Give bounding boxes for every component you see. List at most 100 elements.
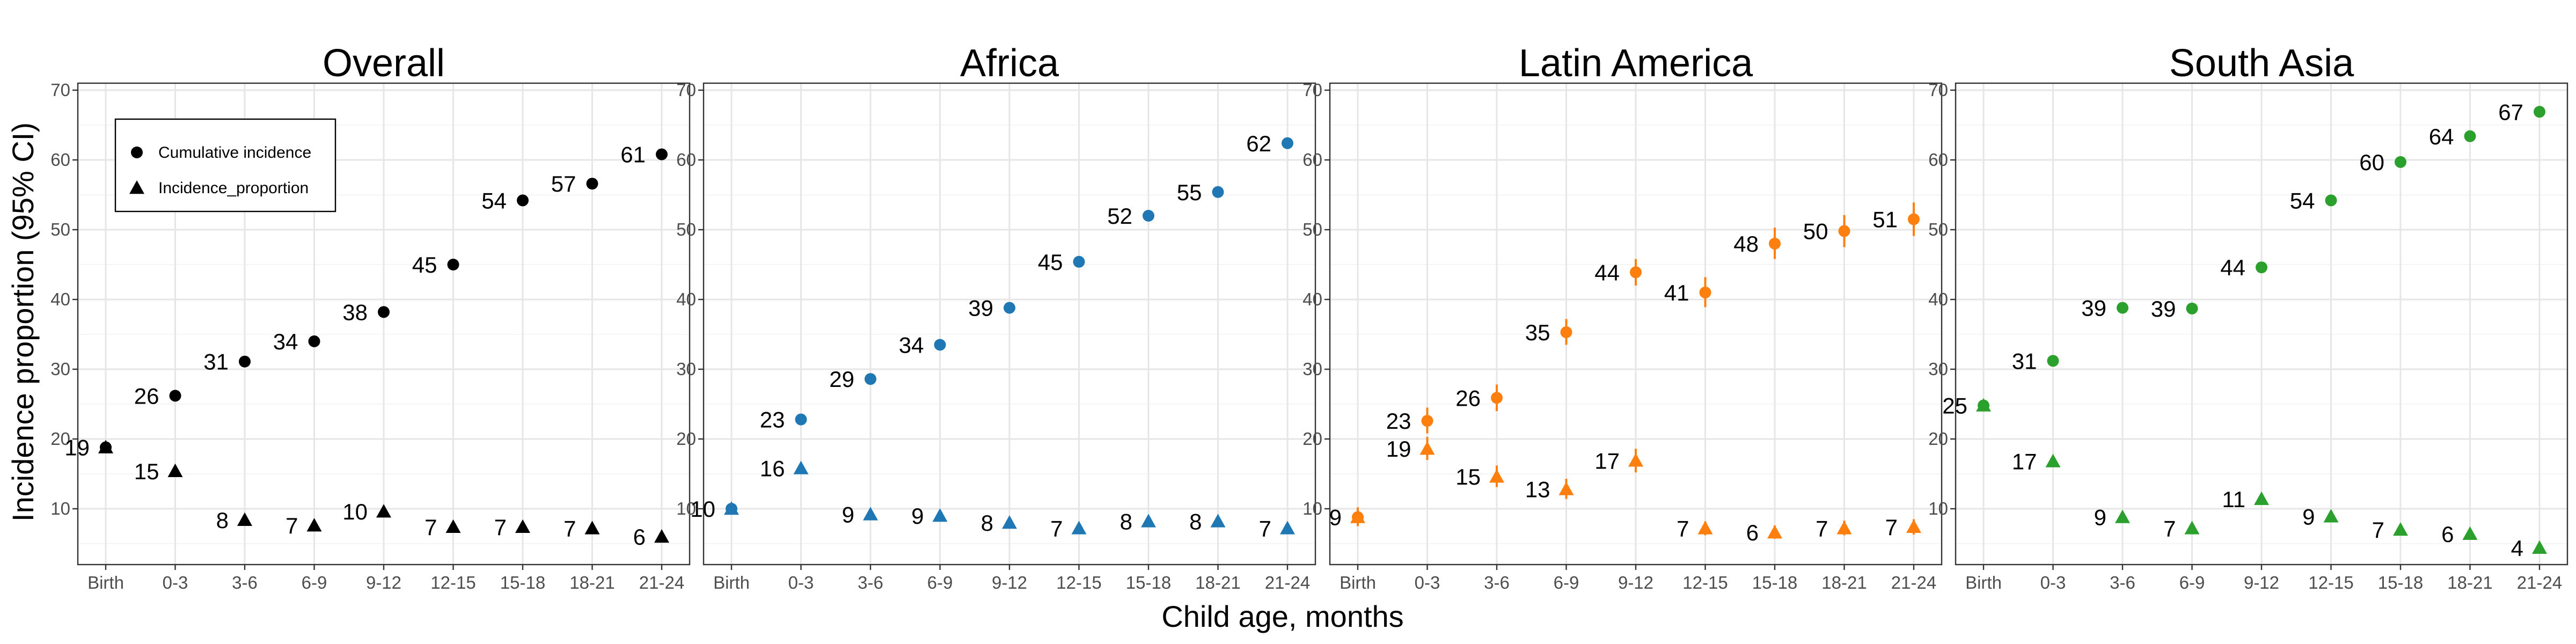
data-label: 6 <box>1746 520 1759 545</box>
cumulative-point <box>2534 106 2545 118</box>
legend-box <box>114 118 336 213</box>
proportion-point <box>1558 481 1574 495</box>
x-tick-label: Birth <box>1965 573 2002 592</box>
proportion-point <box>1280 521 1295 535</box>
proportion-point <box>793 460 809 474</box>
cumulative-point <box>100 441 112 453</box>
y-tick-label: 30 <box>676 359 696 379</box>
x-tick-label: 18-21 <box>569 573 614 592</box>
x-tick-label: 12-15 <box>1682 573 1728 592</box>
data-label: 7 <box>494 515 507 540</box>
proportion-point <box>2045 453 2061 467</box>
y-tick-label: 70 <box>676 80 696 100</box>
proportion-point <box>237 512 252 526</box>
x-tick-label: 21-24 <box>1891 573 1936 592</box>
proportion-point <box>2462 526 2478 540</box>
data-label: 9 <box>842 502 854 527</box>
cumulative-point <box>1421 415 1433 427</box>
data-label: 8 <box>216 508 229 533</box>
cumulative-point <box>447 259 459 270</box>
cumulative-point <box>726 503 737 515</box>
cumulative-point <box>1212 186 1224 198</box>
x-tick-label: Birth <box>1340 573 1376 592</box>
x-tick-label: 21-24 <box>1265 573 1310 592</box>
cumulative-point <box>169 390 181 402</box>
proportion-point <box>1210 514 1226 528</box>
proportion-point <box>376 504 391 518</box>
y-tick-label: 40 <box>676 289 696 309</box>
data-label: 4 <box>2511 536 2523 561</box>
x-tick-label: 3-6 <box>1484 573 1510 592</box>
cumulative-point <box>2325 194 2337 207</box>
x-tick-label: 3-6 <box>2110 573 2135 592</box>
x-tick-label: 18-21 <box>1195 573 1240 592</box>
data-label: 44 <box>2220 255 2245 280</box>
y-tick-label: 30 <box>1302 359 1322 379</box>
x-tick-label: 9-12 <box>992 573 1027 592</box>
x-axis-title: Child age, months <box>1161 599 1403 633</box>
data-label: 52 <box>1107 203 1132 229</box>
data-label: 51 <box>1872 207 1898 232</box>
x-tick-label: 15-18 <box>1752 573 1797 592</box>
y-tick-label: 70 <box>1302 80 1322 100</box>
proportion-point <box>306 518 322 532</box>
cumulative-point <box>1699 287 1711 298</box>
cumulative-point <box>656 148 668 160</box>
proportion-point <box>1419 441 1435 455</box>
proportion-point <box>1836 521 1852 535</box>
y-tick-label: 30 <box>50 359 70 379</box>
data-label: 7 <box>1050 516 1063 541</box>
cumulative-point <box>2186 302 2198 314</box>
data-label: 8 <box>981 510 993 536</box>
data-label: 7 <box>564 516 576 541</box>
y-tick-label: 20 <box>1302 429 1322 449</box>
cumulative-point <box>239 355 251 368</box>
y-tick-label: 60 <box>50 150 70 170</box>
data-label: 19 <box>64 435 90 460</box>
data-label: 38 <box>342 299 368 325</box>
data-label: 11 <box>2222 487 2245 512</box>
cumulative-point <box>1560 326 1572 339</box>
y-tick-label: 20 <box>676 429 696 449</box>
cumulative-point <box>1491 392 1503 404</box>
proportion-point <box>515 519 530 533</box>
cumulative-point <box>865 373 876 385</box>
cumulative-point <box>1630 266 1642 279</box>
proportion-point <box>654 529 669 543</box>
proportion-point <box>932 508 948 522</box>
facet-title-overall: Overall <box>323 42 445 85</box>
x-tick-label: 0-3 <box>1415 573 1440 592</box>
x-tick-label: 9-12 <box>1618 573 1653 592</box>
data-label: 17 <box>1594 448 1620 473</box>
y-tick-label: 10 <box>50 499 70 518</box>
proportion-point <box>2254 491 2269 505</box>
y-tick-label: 50 <box>676 219 696 239</box>
data-label: 60 <box>2359 150 2384 175</box>
data-label: 29 <box>829 367 854 392</box>
cumulative-point <box>1978 399 1989 412</box>
data-label: 10 <box>342 499 368 524</box>
x-tick-label: 9-12 <box>2244 573 2279 592</box>
data-label: 7 <box>1816 516 1828 541</box>
panel-overall: Overall 10 20 30 40 50 60 70 Birth 0-3 3-6 6-9 9-12 1… <box>50 42 691 592</box>
data-label: 39 <box>2081 296 2106 321</box>
cumulative-point <box>1352 511 1364 523</box>
x-tick-label: 12-15 <box>1056 573 1101 592</box>
data-label: 41 <box>1664 280 1689 305</box>
cumulative-point <box>378 306 390 318</box>
y-tick-label: 10 <box>1928 499 1948 518</box>
y-tick-label: 50 <box>1302 219 1322 239</box>
y-tick-label: 70 <box>50 80 70 100</box>
data-label: 67 <box>2498 99 2523 125</box>
y-tick-label: 20 <box>1928 429 1948 449</box>
cumulative-point <box>2395 156 2406 168</box>
legend: Cumulative incidence Incidence_proportion <box>114 118 336 213</box>
panels: Overall 10 20 30 40 50 60 70 Birth 0-3 3-6 6-9 9-12 1… <box>50 42 2568 592</box>
y-tick-label: 50 <box>1928 219 1948 239</box>
data-label: 7 <box>2372 517 2384 543</box>
panel-africa: Africa 10 20 30 40 50 60 70 Birth 0-3 3-6 6-9 9-12 12… <box>676 42 1316 592</box>
x-tick-label: 6-9 <box>302 573 327 592</box>
cumulative-point <box>308 335 320 347</box>
facet-title-latin-america: Latin America <box>1519 42 1753 85</box>
proportion-point <box>2393 522 2408 536</box>
